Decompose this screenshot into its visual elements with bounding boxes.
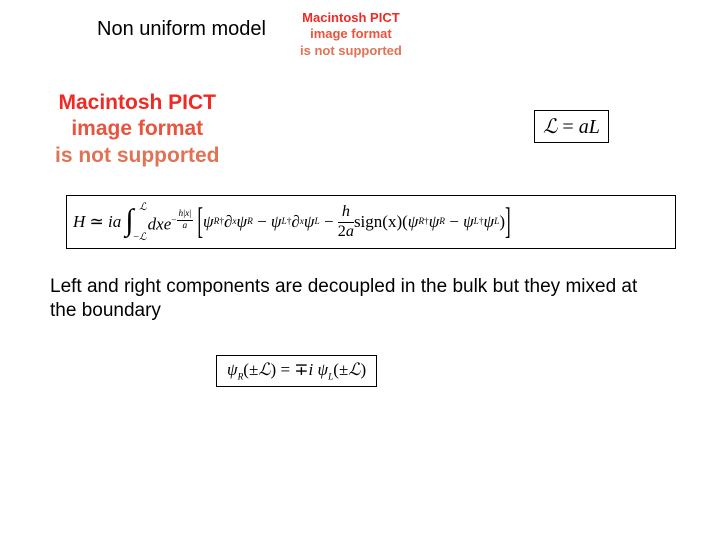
slide-title: Non uniform model bbox=[97, 18, 266, 41]
body-paragraph: Left and right components are decoupled … bbox=[50, 275, 660, 323]
pict-placeholder-large: Macintosh PICT image format is not suppo… bbox=[55, 90, 220, 169]
pict-line: image format bbox=[71, 117, 203, 140]
pict-line: Macintosh PICT bbox=[302, 10, 400, 25]
equation-hamiltonian: H ≃ ia ∫ ℒ −ℒ dxe−h|x|a [ ψR†∂xψR − ψL†∂… bbox=[66, 195, 676, 249]
pict-line: Macintosh PICT bbox=[58, 91, 216, 114]
pict-line: is not supported bbox=[55, 144, 220, 167]
pict-line: image format bbox=[310, 26, 392, 41]
pict-placeholder-small: Macintosh PICT image format is not suppo… bbox=[300, 10, 402, 59]
equation-L-def: ℒ = aL bbox=[534, 110, 609, 143]
pict-line: is not supported bbox=[300, 43, 402, 58]
equation-boundary-condition: ψR(±ℒ) = ∓i ψL(±ℒ) bbox=[216, 355, 377, 387]
